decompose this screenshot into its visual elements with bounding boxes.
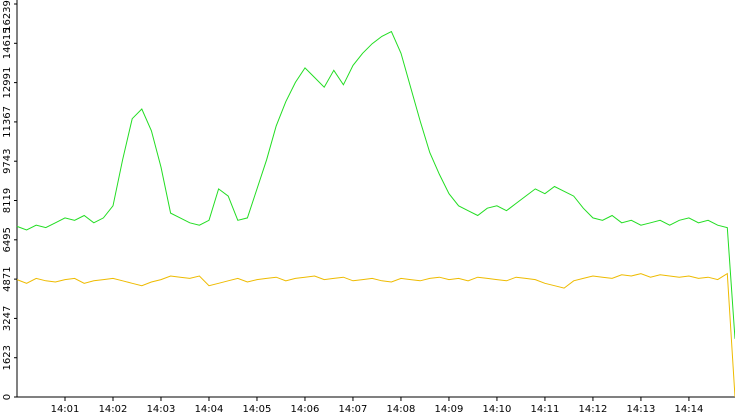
x-tick-label: 14:09 xyxy=(435,404,464,415)
x-tick-label: 14:08 xyxy=(387,404,416,415)
x-tick-label: 14:10 xyxy=(483,404,512,415)
y-tick-label: 1623 xyxy=(2,345,13,370)
x-tick-label: 14:12 xyxy=(579,404,608,415)
x-tick-label: 14:06 xyxy=(291,404,320,415)
series-line xyxy=(16,272,735,398)
y-tick-label: 4871 xyxy=(2,266,13,291)
x-tick-label: 14:14 xyxy=(675,404,704,415)
x-tick-label: 14:05 xyxy=(243,404,272,415)
y-tick-label: 8119 xyxy=(2,188,13,213)
x-tick-label: 14:04 xyxy=(195,404,224,415)
x-tick-label: 14:07 xyxy=(339,404,368,415)
x-tick-label: 14:02 xyxy=(99,404,128,415)
y-tick-label: 6495 xyxy=(2,227,13,252)
y-tick-label: 9743 xyxy=(2,148,13,173)
x-tick-label: 14:03 xyxy=(147,404,176,415)
x-tick-label: 14:01 xyxy=(51,404,80,415)
y-tick-label: 12991 xyxy=(2,67,13,99)
y-tick-label: 14615 xyxy=(2,27,13,59)
series-line xyxy=(16,30,735,339)
y-tick-label: 0 xyxy=(2,394,13,400)
y-tick-label: 3247 xyxy=(2,306,13,331)
x-tick-label: 14:13 xyxy=(627,404,656,415)
y-tick-label: 16239 xyxy=(2,0,13,32)
y-tick-label: 11367 xyxy=(2,106,13,138)
x-tick-label: 14:11 xyxy=(531,404,560,415)
